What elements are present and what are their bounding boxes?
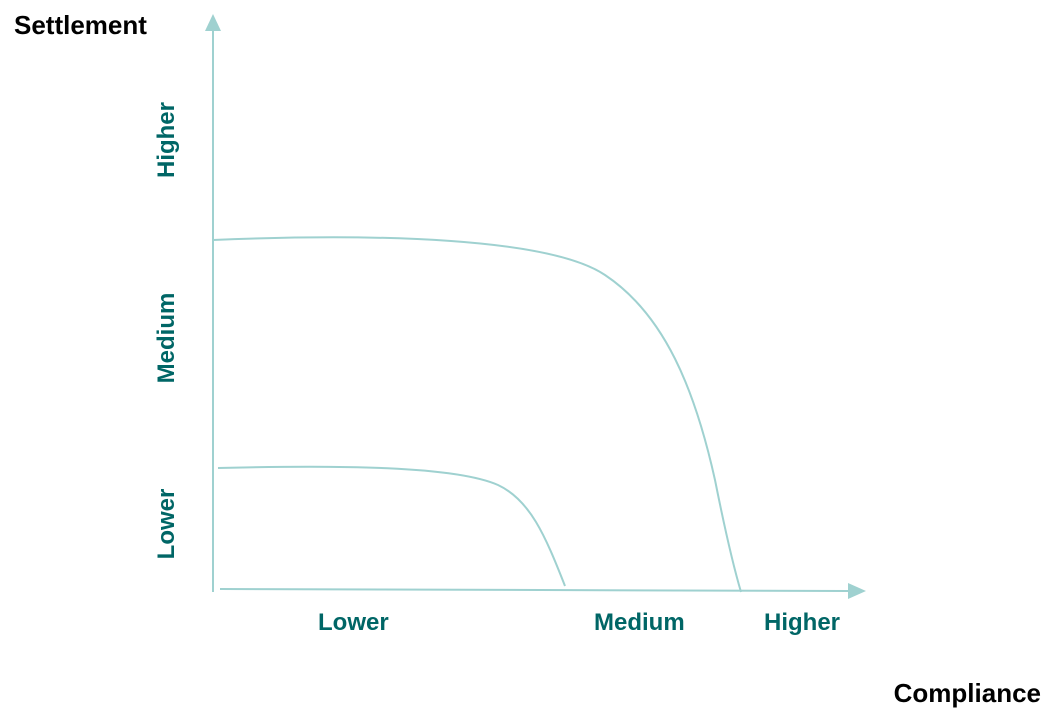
x-tick-label-higher: Higher bbox=[764, 609, 841, 636]
y-axis-arrowhead bbox=[205, 14, 221, 31]
x-axis-arrowhead bbox=[848, 583, 866, 599]
higher-settlement-curve bbox=[212, 236, 742, 593]
lower-settlement-curve bbox=[217, 465, 566, 587]
y-tick-label-lower: Lower bbox=[153, 488, 180, 560]
x-tick-label-lower: Lower bbox=[318, 609, 389, 636]
y-tick-label-medium: Medium bbox=[153, 292, 180, 384]
x-axis-title: Compliance bbox=[893, 678, 1041, 708]
x-axis-line bbox=[219, 588, 849, 592]
y-axis-title: Settlement bbox=[14, 10, 147, 40]
x-tick-label-medium: Medium bbox=[594, 609, 685, 636]
y-tick-label-higher: Higher bbox=[153, 101, 180, 179]
